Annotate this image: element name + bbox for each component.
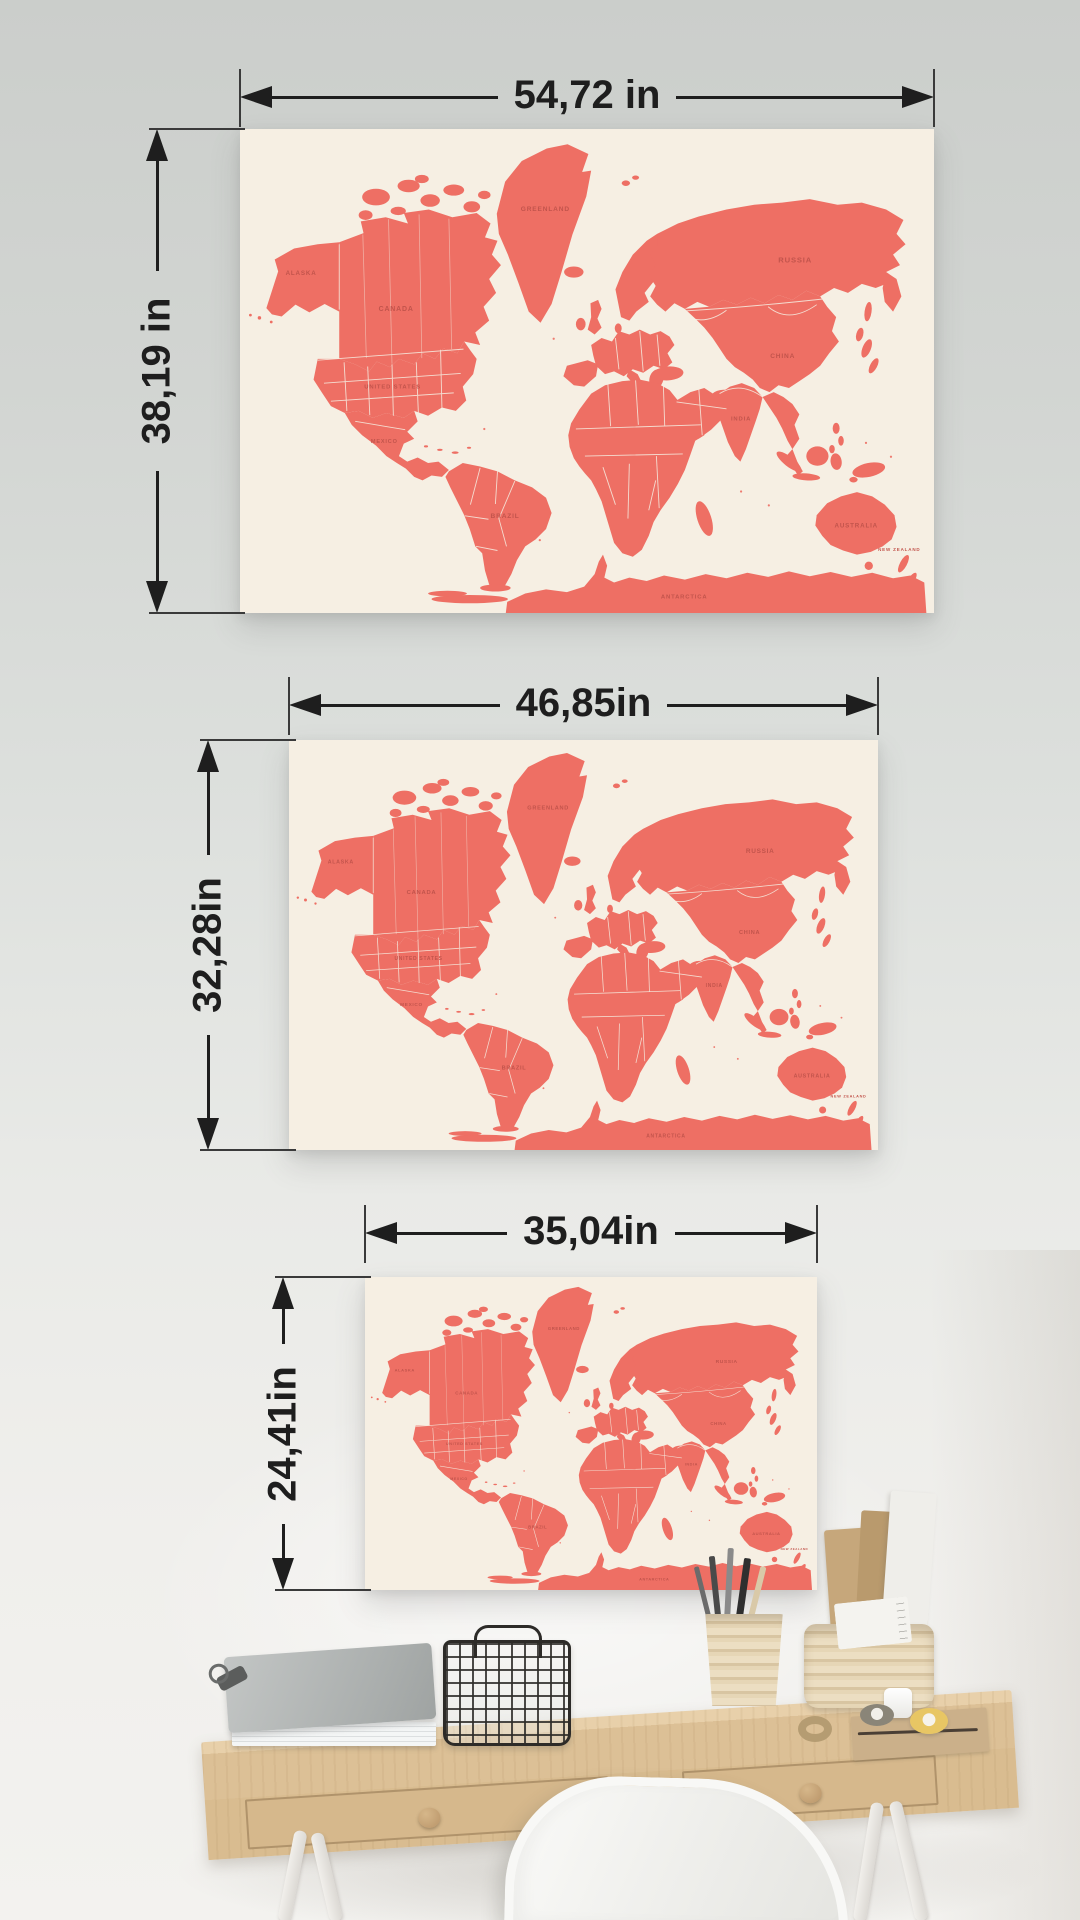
world-map-medium [296, 752, 872, 1150]
width-label-medium: 46,85in [515, 680, 652, 725]
dimension-tick [149, 128, 245, 130]
storage-basket [804, 1624, 934, 1708]
dimension-tick [275, 1589, 371, 1591]
dimension-tick [149, 612, 245, 614]
arrow-down-icon [272, 1558, 294, 1590]
gray-folder [208, 1642, 437, 1734]
arrow-right-icon [846, 694, 878, 716]
world-map-large [248, 143, 927, 613]
height-label-medium: 32,28in [185, 877, 230, 1013]
dimension-tick [200, 1149, 296, 1151]
pencil-cup [705, 1614, 783, 1706]
arrow-left-icon [365, 1222, 397, 1244]
arrow-down-icon [197, 1118, 219, 1150]
drawer-knob [417, 1807, 442, 1829]
arrow-up-icon [146, 129, 168, 161]
dimension-tick [816, 1205, 818, 1263]
width-label-large: 54,72 in [513, 72, 661, 117]
wire-basket [443, 1625, 571, 1746]
poster-large [240, 129, 934, 613]
wooden-ring [798, 1716, 832, 1742]
arrow-down-icon [146, 581, 168, 613]
arrow-up-icon [272, 1277, 294, 1309]
arrow-left-icon [289, 694, 321, 716]
dimension-tick [877, 677, 879, 735]
arrow-right-icon [785, 1222, 817, 1244]
drawer-knob [798, 1782, 823, 1804]
dimension-tick [239, 69, 241, 127]
world-map-small [370, 1286, 813, 1590]
dimension-tick [200, 739, 296, 741]
arrow-left-icon [240, 86, 272, 108]
notebook [833, 1596, 913, 1650]
washi-tape-gray [860, 1704, 894, 1726]
poster-medium [289, 740, 878, 1150]
basket-handle [474, 1625, 542, 1658]
dimension-tick [275, 1276, 371, 1278]
dimension-tick [364, 1205, 366, 1263]
arrow-right-icon [902, 86, 935, 108]
height-label-large: 38,19 in [134, 297, 179, 445]
height-label-small: 24,41in [260, 1365, 305, 1502]
width-label-small: 35,04in [523, 1208, 659, 1253]
washi-tape-yellow [910, 1708, 948, 1734]
poster-small [365, 1277, 817, 1590]
dimension-tick [933, 69, 935, 127]
dimension-tick [288, 677, 290, 735]
arrow-up-icon [197, 740, 219, 772]
